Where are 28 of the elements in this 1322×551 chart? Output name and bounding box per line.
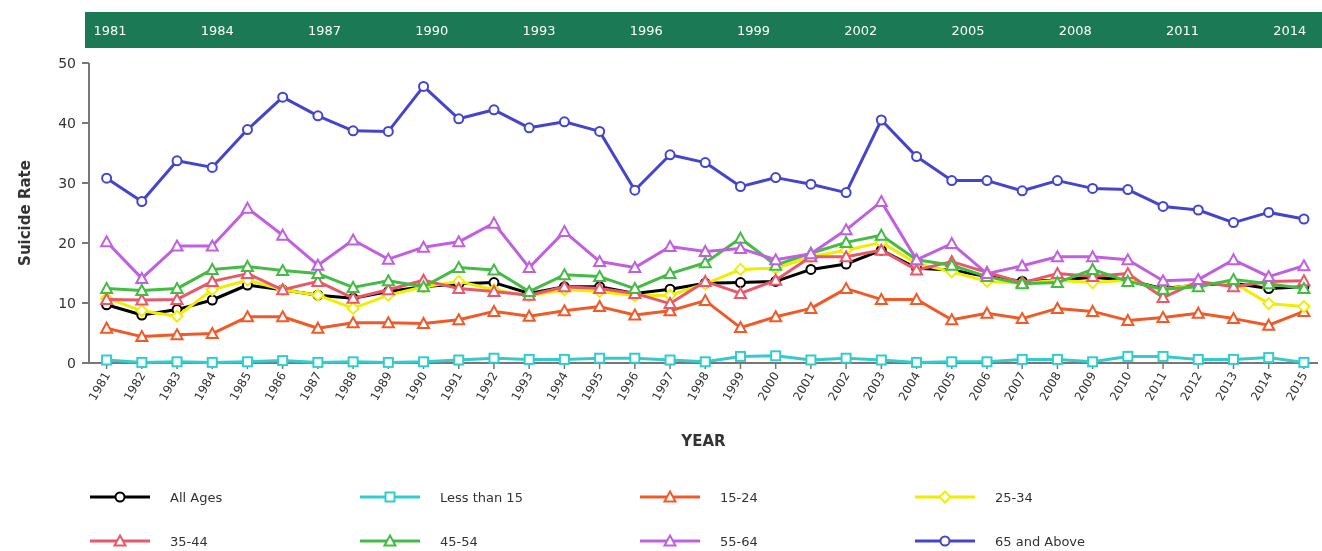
legend-label: 45-54 <box>440 534 478 549</box>
x2-tick-label: 2005 <box>951 23 985 38</box>
y-tick-label: 40 <box>58 115 76 131</box>
x2-tick-label: 2002 <box>844 23 878 38</box>
y-tick-label: 0 <box>67 355 76 371</box>
x2-tick-label: 1981 <box>93 23 127 38</box>
legend-label: 15-24 <box>720 490 758 505</box>
y-tick-label: 10 <box>58 295 76 311</box>
x2-tick-label: 2008 <box>1058 23 1092 38</box>
x2-tick-label: 1996 <box>629 23 663 38</box>
y-axis-title: Suicide Rate <box>16 160 34 266</box>
legend-label: 35-44 <box>170 534 208 549</box>
legend-label: 65 and Above <box>995 534 1086 549</box>
x2-tick-label: 2011 <box>1166 23 1200 38</box>
x2-tick-label: 1990 <box>415 23 449 38</box>
legend-label: 25-34 <box>995 490 1033 505</box>
legend-label: 55-64 <box>720 534 758 549</box>
y-tick-label: 50 <box>58 55 76 71</box>
x2-tick-label: 2014 <box>1273 23 1307 38</box>
legend-label: Less than 15 <box>440 490 523 505</box>
x2-tick-label: 1984 <box>200 23 234 38</box>
y-tick-label: 20 <box>58 235 76 251</box>
x-axis-title: YEAR <box>680 432 727 450</box>
y-tick-label: 30 <box>58 175 76 191</box>
x2-tick-label: 1999 <box>737 23 771 38</box>
x2-tick-label: 1987 <box>307 23 342 38</box>
legend-label: All Ages <box>170 490 223 505</box>
x2-tick-label: 1993 <box>522 23 556 38</box>
